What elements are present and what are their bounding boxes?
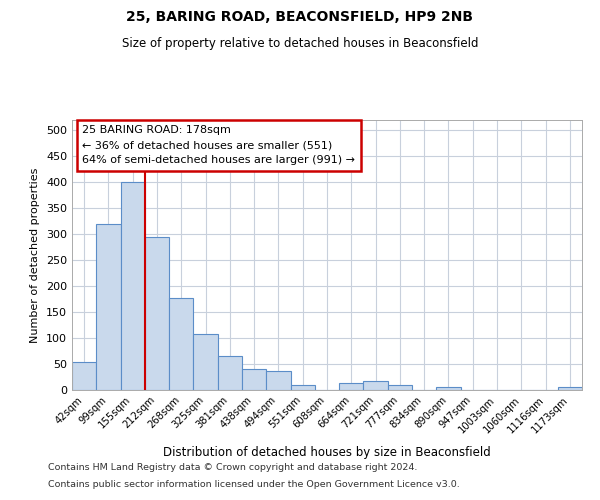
Bar bbox=[266, 371, 290, 390]
Text: 25, BARING ROAD, BEACONSFIELD, HP9 2NB: 25, BARING ROAD, BEACONSFIELD, HP9 2NB bbox=[127, 10, 473, 24]
Bar bbox=[388, 385, 412, 390]
Y-axis label: Number of detached properties: Number of detached properties bbox=[31, 168, 40, 342]
Bar bbox=[193, 334, 218, 390]
Bar bbox=[96, 224, 121, 390]
Bar bbox=[436, 388, 461, 390]
Text: Contains HM Land Registry data © Crown copyright and database right 2024.: Contains HM Land Registry data © Crown c… bbox=[48, 462, 418, 471]
Bar bbox=[145, 237, 169, 390]
Bar bbox=[169, 298, 193, 390]
Bar bbox=[121, 182, 145, 390]
Text: 25 BARING ROAD: 178sqm
← 36% of detached houses are smaller (551)
64% of semi-de: 25 BARING ROAD: 178sqm ← 36% of detached… bbox=[82, 126, 355, 165]
Bar bbox=[364, 381, 388, 390]
Text: Contains public sector information licensed under the Open Government Licence v3: Contains public sector information licen… bbox=[48, 480, 460, 489]
Bar bbox=[242, 369, 266, 390]
Text: Size of property relative to detached houses in Beaconsfield: Size of property relative to detached ho… bbox=[122, 38, 478, 51]
Bar bbox=[72, 362, 96, 390]
Bar bbox=[218, 356, 242, 390]
Bar bbox=[290, 385, 315, 390]
Bar bbox=[558, 387, 582, 390]
Bar bbox=[339, 382, 364, 390]
X-axis label: Distribution of detached houses by size in Beaconsfield: Distribution of detached houses by size … bbox=[163, 446, 491, 459]
